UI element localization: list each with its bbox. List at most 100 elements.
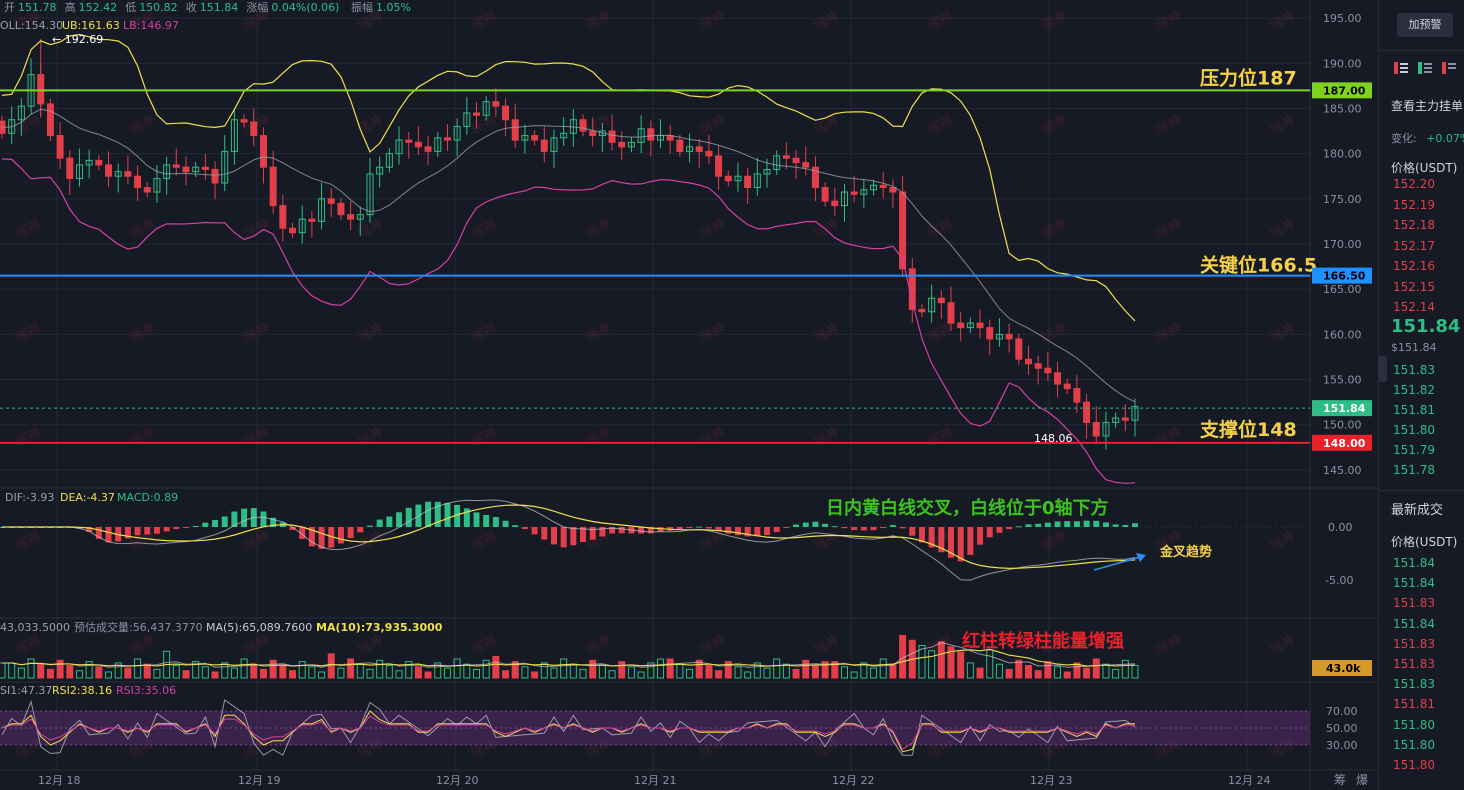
- volume-bar: [289, 670, 297, 679]
- watermark: 瑞神: [469, 633, 499, 658]
- rsi2-legend: RSI2:38.16: [52, 684, 112, 697]
- watermark: 瑞神: [1153, 425, 1183, 450]
- watermark: 瑞神: [583, 633, 613, 658]
- macd-bar: [1102, 522, 1109, 527]
- macd-bar: [1064, 521, 1071, 527]
- macd-bar: [502, 520, 509, 527]
- candle-body: [347, 214, 355, 220]
- macd-bar: [1035, 523, 1042, 527]
- candle-body: [124, 171, 132, 177]
- volume-bar: [85, 661, 93, 679]
- trade-price: 151.84: [1393, 616, 1435, 631]
- candle-body: [414, 141, 422, 148]
- candle-body: [850, 191, 858, 195]
- view-main-orders-link[interactable]: 查看主力挂单: [1391, 99, 1464, 113]
- collapse-handle[interactable]: [1379, 356, 1387, 382]
- orderbook-both-icon[interactable]: [1393, 60, 1409, 74]
- watermark: 瑞神: [1267, 321, 1297, 346]
- latest-trades-title: 最新成交: [1391, 503, 1444, 518]
- volume-bar: [1034, 670, 1042, 679]
- volume-bar: [502, 670, 510, 679]
- macd-bar: [676, 527, 683, 530]
- macd-bar: [299, 527, 306, 539]
- volume-bar: [976, 667, 984, 679]
- macd-bar: [376, 519, 383, 527]
- trade-price: 151.84: [1393, 576, 1435, 591]
- macd-bar: [638, 527, 645, 534]
- volume-annotation: 红柱转绿柱能量增强: [962, 630, 1124, 652]
- volume-bar: [1024, 665, 1032, 679]
- macd-bar: [231, 511, 238, 527]
- candle-body: [986, 327, 994, 340]
- watermark: 瑞神: [127, 529, 157, 554]
- macd-bar: [889, 525, 896, 527]
- macd-bar: [812, 521, 819, 527]
- price-tick: 195.00: [1323, 12, 1362, 25]
- volume-bar: [17, 667, 25, 679]
- chart-area[interactable]: 瑞神 瑞神 瑞神 瑞神 瑞神 瑞神 瑞神 瑞神 瑞神 瑞神 瑞神 瑞神 瑞神 瑞神 瑞神 瑞神 瑞神 瑞神 瑞神 瑞神…: [0, 0, 1378, 790]
- macd-bar: [1112, 524, 1119, 527]
- volume-bar: [598, 665, 606, 679]
- macd-bar: [986, 527, 993, 538]
- macd-bar: [599, 527, 606, 537]
- bid-price: 151.81: [1393, 403, 1435, 417]
- candle-body: [937, 297, 945, 304]
- orderbook-bids-icon[interactable]: [1417, 60, 1433, 74]
- macd-bar: [657, 527, 664, 532]
- volume-bar: [347, 658, 355, 679]
- candle-body: [647, 128, 655, 141]
- candle-body: [744, 175, 752, 189]
- volume-bar: [366, 668, 374, 679]
- golden-cross-annotation: 金叉趋势: [1159, 544, 1212, 560]
- price-tag-label: 151.84: [1323, 402, 1366, 415]
- candle-body: [1024, 358, 1032, 365]
- volume-bar: [1102, 663, 1110, 679]
- price-tag-label: 166.50: [1323, 270, 1366, 283]
- ohlc-value: 152.42: [79, 1, 118, 14]
- macd-bar: [696, 526, 703, 528]
- watermark: 瑞神: [355, 633, 385, 658]
- volume-bar: [705, 665, 713, 679]
- candle-body: [928, 297, 936, 313]
- candle-body: [1073, 388, 1081, 403]
- change-label: 变化:: [1391, 132, 1417, 145]
- candle-body: [550, 137, 558, 152]
- volume-ma5-legend: MA(5):65,089.7600: [206, 621, 312, 634]
- watermark: 瑞神: [1267, 113, 1297, 138]
- volume-bar: [56, 659, 64, 679]
- volume-bar: [105, 671, 113, 679]
- watermark: 瑞神: [127, 633, 157, 658]
- macd-bar: [783, 527, 790, 528]
- volume-bar: [482, 659, 490, 679]
- macd-bar: [802, 522, 809, 527]
- ohlc-key: 涨幅: [246, 1, 268, 14]
- high-marker: ← 192.69: [52, 33, 103, 46]
- bid-price: 151.78: [1393, 463, 1435, 477]
- volume-bar: [918, 645, 926, 679]
- macd-bar: [773, 527, 780, 533]
- volume-bar: [356, 663, 364, 679]
- candle-body: [95, 159, 103, 166]
- volume-bar: [840, 666, 848, 679]
- watermark: 瑞神: [811, 633, 841, 658]
- add-alert-button[interactable]: 加预警: [1397, 13, 1453, 37]
- macd-bar: [744, 527, 751, 537]
- candle-body: [482, 101, 490, 116]
- watermark: 瑞神: [355, 425, 385, 450]
- ohlc-value: 1.05%: [376, 1, 411, 14]
- volume-bar: [995, 663, 1003, 679]
- macd-bar: [1122, 524, 1129, 527]
- candle-body: [182, 166, 190, 173]
- chip-button: 筹: [1334, 773, 1346, 787]
- watermark: 瑞神: [13, 217, 43, 242]
- date-tick: 12月 24: [1228, 774, 1271, 787]
- candle-body: [1054, 372, 1062, 385]
- orderbook-asks-icon[interactable]: [1441, 60, 1457, 74]
- low-marker: 148.06: [1034, 432, 1073, 445]
- candle-body: [560, 132, 568, 139]
- boll-lower-line: [1, 158, 1136, 484]
- volume-bar: [511, 661, 519, 679]
- macd-bar: [289, 527, 296, 531]
- volume-bar: [763, 667, 771, 679]
